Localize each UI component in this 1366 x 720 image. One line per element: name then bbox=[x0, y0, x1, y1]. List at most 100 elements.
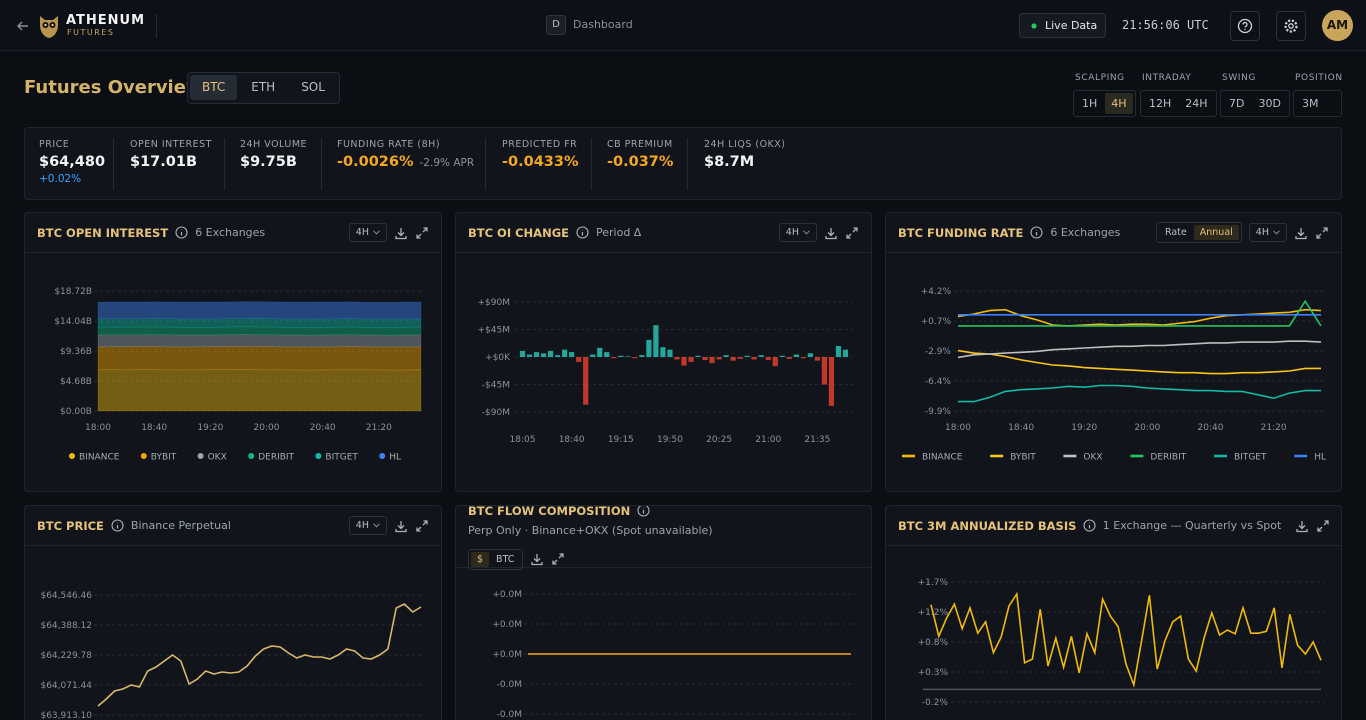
area bbox=[97, 318, 422, 328]
bar bbox=[737, 357, 743, 359]
bar bbox=[723, 355, 729, 357]
y-tick-label: $64,546.46 bbox=[40, 591, 92, 601]
legend-label: HL bbox=[1314, 453, 1326, 463]
legend-swatch bbox=[248, 453, 255, 459]
legend-item[interactable]: BITGET bbox=[315, 453, 358, 463]
timeframe-option[interactable]: 4H bbox=[1105, 93, 1133, 114]
legend-item[interactable]: DERIBIT bbox=[248, 453, 295, 463]
expand-button-glyph bbox=[416, 226, 428, 239]
y-tick-label: +0.0M bbox=[492, 650, 522, 660]
info-ring bbox=[175, 226, 188, 239]
timeframe-group: POSITION 3M bbox=[1293, 73, 1343, 117]
download-button[interactable] bbox=[530, 552, 544, 566]
timeframe-option[interactable]: 30D bbox=[1258, 97, 1281, 110]
legend-item[interactable]: BINANCE bbox=[902, 453, 963, 463]
timeframe-option[interactable]: 1H bbox=[1082, 97, 1098, 110]
help-button[interactable] bbox=[1230, 11, 1260, 41]
download-button[interactable] bbox=[394, 226, 408, 240]
legend-item[interactable]: BINANCE bbox=[69, 453, 120, 463]
legend-item[interactable]: HL bbox=[379, 453, 401, 463]
toggle-option[interactable]: BTC bbox=[496, 553, 515, 565]
legend-label: BITGET bbox=[1234, 453, 1267, 463]
gear-icon bbox=[1284, 19, 1298, 33]
expand-button[interactable] bbox=[845, 226, 859, 240]
logo bbox=[40, 16, 58, 38]
legend-item[interactable]: HL bbox=[1294, 453, 1326, 463]
stat-value: $8.7M bbox=[704, 154, 755, 170]
separator bbox=[485, 138, 486, 190]
interval-select[interactable]: 4H bbox=[1248, 223, 1287, 242]
panel-title: BTC OI CHANGE bbox=[468, 225, 569, 240]
line bbox=[97, 603, 422, 707]
x-tick-label: 20:00 bbox=[254, 423, 280, 433]
timeframe-options: 12H 24H bbox=[1140, 90, 1217, 117]
bar bbox=[660, 347, 666, 357]
back-button[interactable] bbox=[16, 19, 30, 33]
expand-button[interactable] bbox=[551, 552, 565, 566]
asset-tab[interactable]: BTC bbox=[190, 75, 238, 100]
y-tick-label: -$90M bbox=[482, 408, 510, 418]
help-icon bbox=[1237, 18, 1253, 34]
info-icon bbox=[111, 519, 124, 532]
expand-button-glyph bbox=[1316, 226, 1328, 239]
download-button[interactable] bbox=[1295, 519, 1308, 533]
line bbox=[957, 349, 1321, 375]
timeframe-option[interactable]: 24H bbox=[1185, 97, 1208, 110]
y-tick-label: $4.68B bbox=[60, 377, 92, 387]
timeframe-option[interactable]: 3M bbox=[1302, 97, 1319, 110]
bar bbox=[583, 357, 589, 405]
bar bbox=[611, 357, 617, 359]
download-button[interactable] bbox=[394, 519, 408, 533]
timeframe-option[interactable]: 12H bbox=[1149, 97, 1172, 110]
legend-swatch bbox=[315, 453, 322, 459]
legend-item[interactable]: BYBIT bbox=[140, 453, 177, 463]
expand-button[interactable] bbox=[415, 519, 429, 533]
legend-item[interactable]: BITGET bbox=[1214, 453, 1267, 463]
legend-item[interactable]: OKX bbox=[197, 453, 227, 463]
timeframe-label: SWING bbox=[1222, 73, 1256, 83]
toggle-option[interactable]: $ bbox=[471, 551, 490, 567]
legend-item[interactable]: DERIBIT bbox=[1130, 453, 1187, 463]
page-name[interactable]: Dashboard bbox=[573, 18, 633, 31]
interval-select[interactable]: 4H bbox=[348, 223, 387, 242]
interval-select[interactable]: 4H bbox=[778, 223, 817, 242]
stat-row: $8.7M bbox=[704, 154, 786, 170]
panel-subtitle: 6 Exchanges bbox=[1050, 226, 1121, 239]
bar bbox=[716, 357, 722, 360]
avatar[interactable]: AM bbox=[1322, 10, 1353, 41]
download-button[interactable] bbox=[824, 226, 838, 240]
y-tick-label: -$45M bbox=[482, 381, 510, 391]
bar bbox=[835, 346, 842, 357]
download-button[interactable] bbox=[1294, 226, 1308, 240]
settings-button[interactable] bbox=[1276, 11, 1306, 41]
bar bbox=[821, 357, 828, 385]
x-tick-label: 19:20 bbox=[1071, 423, 1097, 433]
line bbox=[930, 591, 1322, 688]
timeframe-options: 7D 30D bbox=[1220, 90, 1290, 117]
asset-tab[interactable]: ETH bbox=[251, 80, 276, 94]
y-tick-label: -6.4% bbox=[925, 377, 952, 387]
timeframe-option[interactable]: 7D bbox=[1229, 97, 1245, 110]
toggle-option[interactable]: Annual bbox=[1193, 225, 1239, 240]
expand-button[interactable] bbox=[1316, 519, 1329, 533]
interval-select[interactable]: 4H bbox=[348, 516, 387, 535]
asset-tabs: BTC ETH SOL bbox=[187, 72, 340, 104]
legend-label: BITGET bbox=[325, 453, 358, 463]
legend-item[interactable]: OKX bbox=[1063, 453, 1103, 463]
x-tick-label: 19:50 bbox=[657, 435, 683, 445]
expand-button[interactable] bbox=[415, 226, 429, 240]
bar bbox=[681, 357, 687, 366]
legend-label: HL bbox=[389, 453, 401, 463]
x-tick-label: 20:25 bbox=[706, 435, 732, 445]
live-badge[interactable]: Live Data bbox=[1019, 13, 1106, 38]
legend-item[interactable]: BYBIT bbox=[990, 453, 1036, 463]
chart-panel: BTC FLOW COMPOSITION Perp Only · Binance+… bbox=[455, 505, 872, 720]
asset-tab[interactable]: SOL bbox=[301, 80, 325, 94]
toggle-option[interactable]: Rate bbox=[1164, 227, 1187, 238]
stat: OPEN INTEREST $17.01B bbox=[130, 139, 212, 170]
stat-label: 24H LIQS (OKX) bbox=[704, 139, 786, 150]
bar bbox=[772, 357, 778, 367]
chevron bbox=[373, 523, 380, 528]
toggle-group: $ BTC bbox=[468, 548, 524, 570]
expand-button[interactable] bbox=[1315, 226, 1329, 240]
